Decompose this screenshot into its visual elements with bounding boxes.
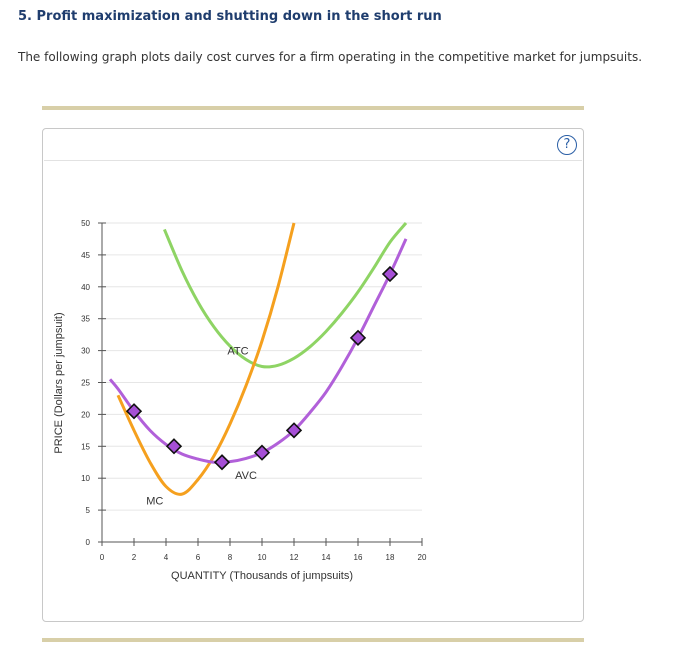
y-tick-label: 10 — [81, 474, 90, 483]
x-tick-label: 4 — [164, 553, 169, 562]
x-axis-title: QUANTITY (Thousands of jumpsuits) — [171, 570, 353, 582]
chart-axes: 0 5 10 15 20 25 30 35 40 45 50 0 2 4 6 8 10 12 14 16 18 20 — [81, 219, 427, 562]
y-tick-label: 45 — [81, 251, 90, 260]
x-tick-label: 10 — [258, 553, 267, 562]
y-tick-label: 35 — [81, 315, 90, 324]
x-tick-label: 14 — [322, 553, 331, 562]
chart-labels: ATC AVC MC — [146, 346, 257, 508]
y-tick-label: 0 — [86, 538, 91, 547]
mc-curve-label: MC — [146, 496, 163, 508]
y-tick-label: 25 — [81, 379, 90, 388]
mc-curve — [116, 222, 296, 496]
y-tick-label: 20 — [81, 410, 90, 419]
x-tick-label: 6 — [196, 553, 201, 562]
y-axis-title: PRICE (Dollars per jumpsuit) — [53, 312, 65, 453]
avc-point-marker — [285, 422, 303, 439]
atc-curve-label: ATC — [227, 346, 248, 358]
avc-point-marker — [253, 444, 271, 461]
x-tick-label: 8 — [228, 553, 233, 562]
intro-text: The following graph plots daily cost cur… — [18, 50, 643, 64]
x-tick-label: 2 — [132, 553, 137, 562]
y-tick-label: 40 — [81, 283, 90, 292]
avc-point-marker — [125, 403, 143, 420]
page-heading: 5. Profit maximization and shutting down… — [18, 9, 442, 24]
x-tick-label: 16 — [354, 553, 363, 562]
avc-point-marker — [213, 454, 231, 471]
x-tick-label: 20 — [418, 553, 427, 562]
help-button[interactable]: ? — [557, 135, 577, 155]
y-tick-label: 30 — [81, 347, 90, 356]
avc-point-marker — [381, 265, 399, 283]
x-tick-label: 18 — [386, 553, 395, 562]
avc-point-marker — [349, 329, 367, 346]
y-tick-label: 15 — [81, 442, 90, 451]
atc-curve — [163, 222, 408, 369]
top-divider — [42, 106, 584, 110]
chart-markers — [125, 265, 399, 471]
avc-curve-label: AVC — [235, 470, 257, 482]
panel-header-divider — [44, 160, 582, 161]
x-tick-label: 0 — [100, 553, 105, 562]
avc-point-marker — [165, 438, 183, 455]
x-tick-label: 12 — [290, 553, 299, 562]
graph-panel: ? — [42, 128, 584, 622]
y-tick-label: 5 — [86, 506, 91, 515]
bottom-divider — [42, 638, 584, 642]
y-tick-label: 50 — [81, 219, 90, 228]
